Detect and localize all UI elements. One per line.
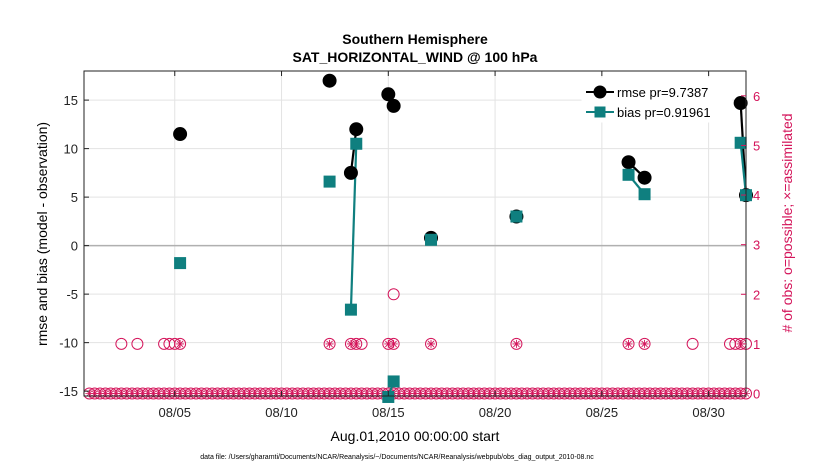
y-tick-label: -15 [59,384,78,399]
bias-point [323,175,336,188]
plot-frame [83,70,747,397]
obs-assimilated-marker [640,339,649,348]
legend-bias-label: bias pr=0.91961 [617,105,711,120]
bias-point [734,136,747,149]
right-tick-label: 5 [753,138,760,153]
obs-possible-marker [174,337,187,350]
right-tick-label: 1 [753,337,760,352]
obs-possible-marker [686,337,699,350]
legend-rmse-label: rmse pr=9.7387 [617,85,708,100]
obs-possible-marker [323,337,336,350]
right-tick-label: 3 [753,238,760,253]
obs-assimilated-marker [512,339,521,348]
legend: rmse pr=9.7387 bias pr=0.91961 [581,77,733,123]
obs-possible-marker [638,337,651,350]
obs-assimilated-marker [346,339,355,348]
x-axis-label: Aug.01,2010 00:00:00 start [331,428,500,444]
right-tick-label: 6 [753,89,760,104]
bias-point [638,188,651,201]
x-tick-label: 08/25 [586,405,619,420]
rmse-point [349,122,364,137]
obs-possible-marker [387,288,400,301]
obs-assimilated-marker [352,339,361,348]
obs-possible-marker [510,337,523,350]
legend-bias-marker [594,106,606,118]
x-tick-label: 08/30 [692,405,725,420]
obs-count-markers [83,288,752,400]
y-tick-label: -5 [66,287,78,302]
x-tick-label: 08/10 [265,405,298,420]
series-group [173,73,753,403]
rmse-point [386,98,401,113]
y-axis-label-right: # of obs: o=possible; ×=assimilated [779,113,795,332]
rmse-point [343,165,358,180]
obs-assimilated-marker [176,339,185,348]
rmse-point [381,87,396,102]
right-tick-label: 4 [753,188,760,203]
obs-possible-marker [622,337,635,350]
bias-point [174,257,187,270]
rmse-line-segment [349,129,358,173]
bias-point [387,375,400,388]
bias-point [344,303,357,316]
obs-possible-marker [425,337,438,350]
x-tick-label: 08/05 [158,405,191,420]
right-tick-label: 0 [753,387,760,402]
bias-line-segment [739,142,748,196]
obs-assimilated-marker [325,339,334,348]
y-tick-label: -10 [59,336,78,351]
legend-rmse-marker [593,85,607,99]
x-tick-label: 08/20 [479,405,512,420]
right-tick-label: 2 [753,287,760,302]
y-tick-label: 10 [64,142,78,157]
rmse-point [637,170,652,185]
obs-assimilated-marker [384,339,393,348]
chart-subtitle: SAT_HORIZONTAL_WIND @ 100 hPa [293,49,538,65]
obs-assimilated-marker [624,339,633,348]
chart-title: Southern Hemisphere [342,31,488,47]
rmse-point [322,73,337,88]
bias-point [510,210,523,223]
legend-box [581,77,733,123]
rmse-point [173,127,188,142]
y-tick-labels-left: 15 10 5 0 -5 -10 -15 [59,93,89,399]
rmse-point [733,96,748,111]
obs-assimilated-marker [389,339,398,348]
obs-possible-marker [131,337,144,350]
bias-point [350,137,363,150]
rmse-point [621,155,636,170]
y-axis-label-left: rmse and bias (model - observation) [34,122,50,346]
x-tick-labels: 08/05 08/10 08/15 08/20 08/25 08/30 [158,71,725,420]
bias-point [622,168,635,181]
y-tick-labels-right: 0 1 2 3 4 5 6 [741,89,760,402]
bias-point [425,233,438,246]
obs-assimilated-marker [427,339,436,348]
data-file-footnote: data file: /Users/gharamti/Documents/NCA… [200,454,594,461]
x-tick-label: 08/15 [372,405,405,420]
y-tick-label: 15 [64,93,78,108]
y-tick-label: 5 [71,190,78,205]
obs-assimilated-marker [736,339,745,348]
obs-possible-marker [115,337,128,350]
y-tick-label: 0 [71,239,78,254]
